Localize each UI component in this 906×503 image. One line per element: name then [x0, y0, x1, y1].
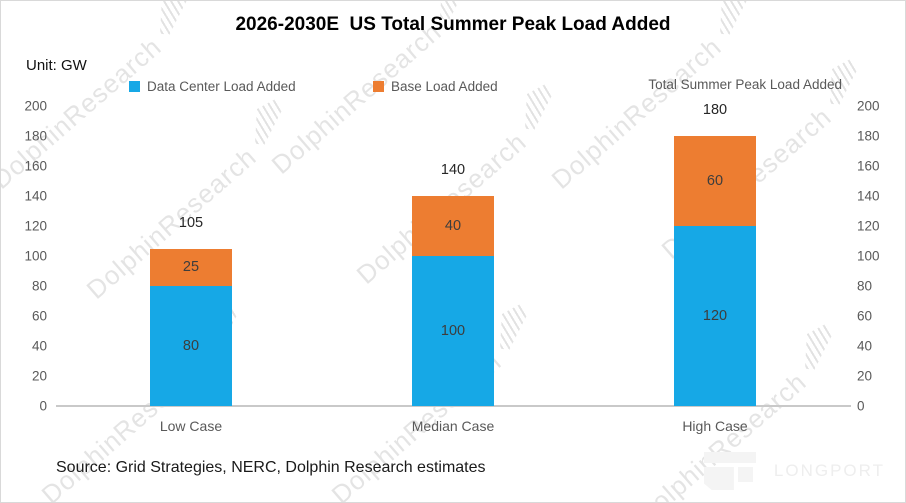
y-axis-tick-left: 180	[24, 128, 47, 144]
legend-label-data-center-load: Data Center Load Added	[147, 78, 296, 94]
y-axis-tick-left: 80	[31, 278, 47, 294]
category-label: Low Case	[159, 418, 223, 434]
y-axis-tick-left: 140	[24, 188, 47, 204]
y-axis-tick-right: 20	[857, 368, 873, 384]
bar-segment-base-load-added: 40	[412, 196, 494, 256]
legend-label-base-load: Base Load Added	[391, 78, 498, 94]
legend-item-data-center-load: Data Center Load Added	[129, 77, 296, 95]
category-label: Median Case	[411, 418, 495, 434]
y-axis-tick-left: 200	[24, 98, 47, 114]
y-axis-tick-left: 40	[31, 338, 47, 354]
y-axis-tick-left: 160	[24, 158, 47, 174]
bar-segment-base-load-added: 60	[674, 136, 756, 226]
y-axis-tick-left: 120	[24, 218, 47, 234]
y-axis-tick-right: 160	[857, 158, 880, 174]
y-axis-tick-left: 60	[31, 308, 47, 324]
y-axis-tick-left: 100	[24, 248, 47, 264]
longport-logo-icon	[703, 452, 760, 490]
legend-label-total-summer-peak: Total Summer Peak Load Added	[648, 77, 842, 92]
chart-title: 2026-2030E US Total Summer Peak Load Add…	[235, 14, 671, 35]
legend-item-base-load: Base Load Added	[373, 77, 498, 95]
unit-label: Unit: GW	[26, 57, 87, 74]
total-value-label: 140	[440, 162, 466, 178]
legend-swatch-orange-icon	[373, 80, 384, 92]
brand-area: LONGPORT	[703, 452, 885, 490]
source-note: Source: Grid Strategies, NERC, Dolphin R…	[56, 459, 486, 476]
total-value-label: 105	[178, 214, 204, 231]
bar-segment-data-center-load-added: 120	[674, 226, 756, 406]
y-axis-tick-right: 100	[857, 248, 880, 264]
y-axis-tick-right: 200	[857, 98, 880, 114]
y-axis-tick-left: 20	[31, 368, 47, 384]
total-value-label: 180	[702, 102, 728, 118]
brand-name: LONGPORT	[773, 461, 885, 480]
y-axis-tick-right: 140	[857, 188, 880, 204]
bar-segment-data-center-load-added: 80	[150, 286, 232, 406]
category-label: High Case	[682, 418, 748, 434]
y-axis-tick-right: 180	[857, 128, 880, 144]
x-axis-line	[56, 405, 851, 407]
y-axis-tick-right: 40	[857, 338, 873, 354]
legend-swatch-blue-icon	[129, 80, 140, 92]
bar-segment-data-center-load-added: 100	[412, 256, 494, 406]
y-axis-tick-right: 0	[857, 398, 865, 414]
y-axis-tick-right: 80	[857, 278, 873, 294]
y-axis-tick-left: 0	[39, 398, 47, 414]
y-axis-tick-right: 120	[857, 218, 880, 234]
y-axis-tick-right: 60	[857, 308, 873, 324]
bar-segment-base-load-added: 25	[150, 248, 232, 286]
